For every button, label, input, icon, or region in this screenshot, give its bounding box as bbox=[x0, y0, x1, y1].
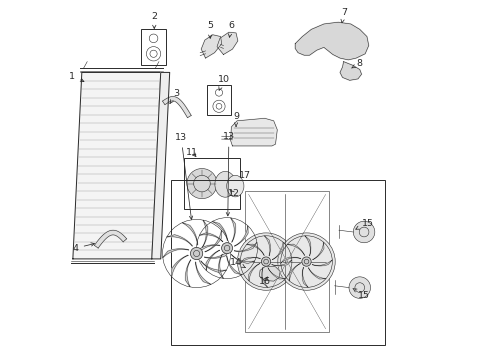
Polygon shape bbox=[313, 242, 324, 260]
Polygon shape bbox=[202, 220, 208, 247]
Ellipse shape bbox=[227, 175, 244, 197]
Circle shape bbox=[302, 257, 311, 266]
Circle shape bbox=[191, 247, 203, 260]
Polygon shape bbox=[152, 72, 170, 259]
Text: 15: 15 bbox=[353, 288, 370, 300]
Polygon shape bbox=[205, 230, 221, 252]
Polygon shape bbox=[259, 266, 280, 281]
Polygon shape bbox=[302, 267, 308, 287]
Text: 11: 11 bbox=[186, 148, 198, 157]
Polygon shape bbox=[163, 96, 191, 118]
Polygon shape bbox=[295, 22, 368, 60]
Polygon shape bbox=[201, 35, 221, 58]
Bar bbox=[245, 191, 329, 332]
Polygon shape bbox=[197, 245, 220, 254]
Bar bbox=[172, 180, 385, 345]
Text: 16: 16 bbox=[259, 276, 270, 285]
Text: 1: 1 bbox=[69, 72, 84, 82]
Ellipse shape bbox=[215, 171, 236, 197]
Text: 17: 17 bbox=[239, 171, 251, 180]
Polygon shape bbox=[163, 249, 189, 258]
Polygon shape bbox=[305, 236, 311, 256]
Polygon shape bbox=[231, 118, 277, 146]
Polygon shape bbox=[234, 226, 248, 246]
Polygon shape bbox=[217, 32, 238, 54]
Polygon shape bbox=[206, 250, 220, 270]
Polygon shape bbox=[185, 260, 191, 287]
Polygon shape bbox=[182, 222, 197, 245]
Polygon shape bbox=[265, 236, 270, 256]
Circle shape bbox=[278, 233, 335, 290]
Polygon shape bbox=[248, 264, 260, 281]
Polygon shape bbox=[212, 221, 227, 240]
Polygon shape bbox=[272, 260, 292, 266]
Polygon shape bbox=[95, 230, 126, 248]
Polygon shape bbox=[204, 249, 230, 258]
Polygon shape bbox=[262, 267, 268, 287]
Bar bbox=[184, 158, 240, 209]
Polygon shape bbox=[231, 255, 255, 264]
Text: 4: 4 bbox=[73, 243, 95, 253]
Text: 6: 6 bbox=[228, 21, 234, 37]
Polygon shape bbox=[240, 257, 260, 263]
Text: 13: 13 bbox=[223, 132, 235, 216]
Circle shape bbox=[299, 40, 313, 53]
Text: 14: 14 bbox=[230, 258, 245, 267]
Polygon shape bbox=[312, 260, 332, 266]
Bar bbox=[141, 30, 166, 65]
Polygon shape bbox=[201, 261, 226, 272]
Polygon shape bbox=[234, 242, 257, 251]
Circle shape bbox=[349, 39, 364, 53]
Circle shape bbox=[187, 168, 217, 199]
Polygon shape bbox=[199, 233, 223, 242]
Polygon shape bbox=[196, 262, 211, 284]
Polygon shape bbox=[227, 256, 242, 275]
Polygon shape bbox=[268, 268, 286, 279]
Text: 10: 10 bbox=[218, 75, 229, 90]
Text: 12: 12 bbox=[227, 189, 240, 198]
Polygon shape bbox=[308, 268, 326, 279]
Polygon shape bbox=[219, 254, 223, 278]
Polygon shape bbox=[272, 242, 284, 260]
Polygon shape bbox=[287, 244, 305, 255]
Text: 2: 2 bbox=[151, 12, 157, 28]
Text: 5: 5 bbox=[207, 21, 213, 38]
Bar bbox=[207, 85, 231, 116]
Text: 9: 9 bbox=[233, 112, 239, 126]
Circle shape bbox=[262, 257, 270, 266]
Polygon shape bbox=[246, 244, 264, 255]
Circle shape bbox=[349, 277, 370, 298]
Polygon shape bbox=[281, 257, 301, 263]
Polygon shape bbox=[231, 218, 236, 242]
Polygon shape bbox=[73, 72, 161, 259]
Polygon shape bbox=[172, 255, 188, 277]
Circle shape bbox=[346, 66, 355, 75]
Text: 15: 15 bbox=[356, 219, 374, 229]
Circle shape bbox=[221, 243, 233, 254]
Text: 3: 3 bbox=[170, 89, 179, 104]
Text: 8: 8 bbox=[351, 59, 363, 68]
Polygon shape bbox=[167, 235, 193, 246]
Circle shape bbox=[353, 221, 375, 243]
Text: 7: 7 bbox=[341, 8, 347, 23]
Text: 13: 13 bbox=[175, 133, 193, 220]
Circle shape bbox=[237, 233, 295, 290]
Polygon shape bbox=[340, 62, 362, 80]
Polygon shape bbox=[289, 264, 300, 281]
